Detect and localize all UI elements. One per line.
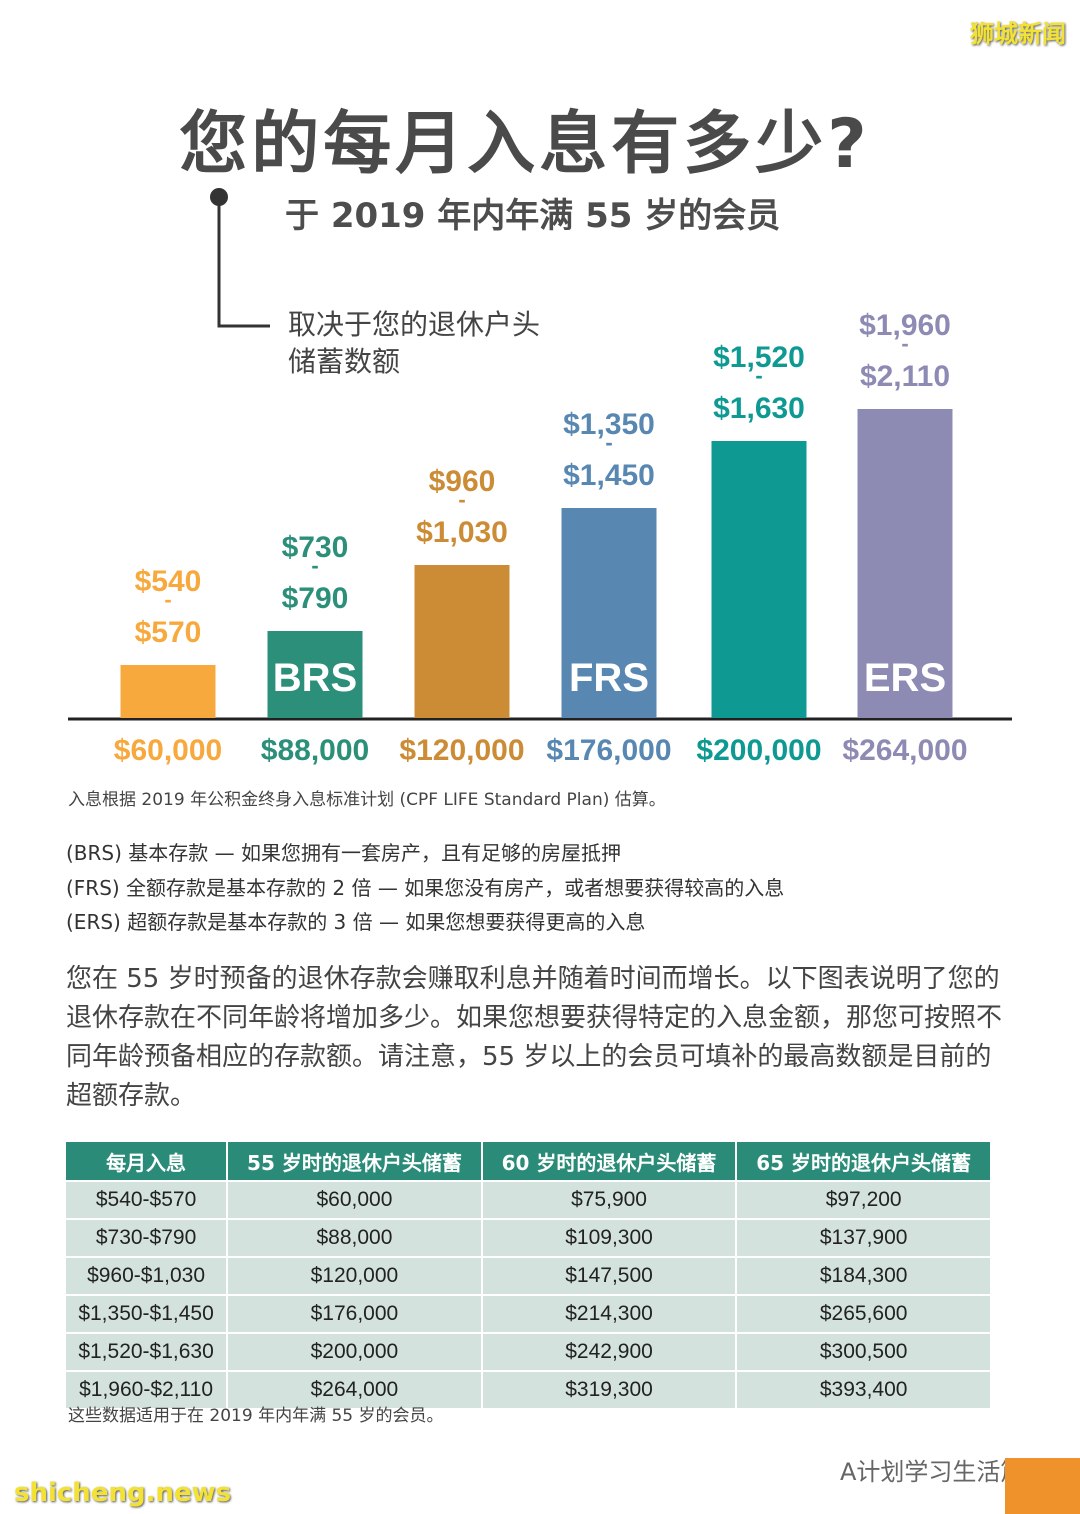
table-cell: $265,600 [736,1294,992,1333]
callout-line [217,197,270,328]
chart-decor [68,188,1012,721]
bar [267,631,363,718]
callout-line-2: 储蓄数额 [288,345,401,378]
table-row: $730-$790 $88,000 $109,300 $137,900 [66,1218,992,1257]
table-cell: $960-$1,030 [66,1256,229,1295]
income-dash: - [164,587,172,612]
table-cell: $319,300 [481,1370,738,1408]
paragraph: 您在 55 岁时预备的退休存款会赚取利息并随着时间而增长。以下图表说明了您的退休… [66,964,1003,1111]
table-cell: $88,000 [227,1218,483,1257]
bar-tag: FRS [569,656,649,700]
definition: (ERS) 超额存款是基本存款的 3 倍 — 如果您想要获得更高的入息 [66,910,646,934]
income-high: $1,450 [563,459,655,492]
table-row: $1,520-$1,630 $200,000 $242,900 $300,500 [66,1332,992,1371]
table-cell: $120,000 [227,1256,483,1295]
table-cell: $300,500 [736,1332,992,1371]
table-cell: $730-$790 [66,1218,229,1257]
table: 每月入息 55 岁时的退休户头储蓄 60 岁时的退休户头储蓄 65 岁时的退休户头储蓄… [66,1142,992,1408]
bar-tag: ERS [863,656,947,700]
savings-label: $88,000 [260,734,370,767]
table-cell: $60,000 [227,1180,483,1219]
table-cell: $147,500 [481,1256,738,1295]
income-dash: - [458,487,466,512]
income-low: $730 [281,531,349,564]
bar-tag: BRS [272,656,358,700]
table-cell: $200,000 [227,1332,483,1371]
bars [120,409,953,718]
column-header: 每月入息 [66,1142,229,1181]
table-cell: $109,300 [481,1218,738,1257]
bar [414,565,510,718]
table-row: $960-$1,030 $120,000 $147,500 $184,300 [66,1256,992,1295]
income-high: $2,110 [859,360,951,393]
definition: (BRS) 基本存款 — 如果您拥有一套房产，且有足够的房屋抵押 [66,841,621,865]
table-cell: $1,520-$1,630 [66,1332,229,1371]
table-body: $540-$570 $60,000 $75,900 $97,200 $730-$790 $… [66,1180,992,1408]
table-header: 每月入息 55 岁时的退休户头储蓄 60 岁时的退休户头储蓄 65 岁时的退休户头储蓄 [66,1142,992,1181]
watermark: shicheng.news [14,1478,232,1508]
table-cell: $540-$570 [66,1180,229,1219]
table-cell: $264,000 [227,1370,483,1408]
column-header: 55 岁时的退休户头储蓄 [227,1142,483,1181]
table-cell: $1,960-$2,110 [66,1370,229,1408]
income-high: $1,630 [713,392,805,425]
income-low: $960 [428,465,496,498]
table-cell: $214,300 [481,1294,738,1333]
table-cell: $176,000 [227,1294,483,1333]
income-high: $1,030 [416,516,508,549]
table-row: $540-$570 $60,000 $75,900 $97,200 [66,1180,992,1219]
chart-note: 入息根据 2019 年公积金终身入息标准计划 (CPF LIFE Standar… [68,790,666,810]
corner-block [1005,1458,1080,1514]
income-low: $540 [134,565,202,598]
table-row: $1,350-$1,450 $176,000 $214,300 $265,600 [66,1294,992,1333]
income-dash: - [311,553,319,578]
income-dash: - [901,331,909,356]
definition: (FRS) 全额存款是基本存款的 2 倍 — 如果您没有房产，或者想要获得较高的… [66,876,785,900]
savings-label: $200,000 [696,734,822,767]
income-dash: - [755,363,763,388]
income-high: $570 [134,616,202,649]
table-note: 这些数据适用于在 2019 年内年满 55 岁的会员。 [68,1406,444,1426]
income-dash: - [605,430,613,455]
income-low: $1,350 [563,408,655,441]
table-cell: $137,900 [736,1218,992,1257]
income-low: $1,960 [859,309,951,342]
bar [857,409,953,718]
income-high: $790 [281,582,349,615]
column-header: 65 岁时的退休户头储蓄 [736,1142,992,1181]
watermark: 狮城新闻 [970,20,1066,48]
subtitle: 于 2019 年内年满 55 岁的会员 [285,196,781,236]
savings-label: $176,000 [546,734,672,767]
income-low: $1,520 [713,341,805,374]
callout-line-1: 取决于您的退休户头 [288,308,541,341]
bar [120,665,216,718]
savings-label: $264,000 [842,734,968,767]
bar [561,508,657,718]
savings-label: $120,000 [399,734,525,767]
table-cell: $1,350-$1,450 [66,1294,229,1333]
table-cell: $393,400 [736,1370,992,1408]
watermark: A计划学习生活篇 [840,1458,1025,1486]
bar [711,441,807,718]
table-row: $1,960-$2,110 $264,000 $319,300 $393,400 [66,1370,992,1408]
title: 您的每月入息有多少? [179,105,871,184]
table-cell: $97,200 [736,1180,992,1219]
savings-label: $60,000 [113,734,223,767]
table-cell: $75,900 [481,1180,738,1219]
column-header: 60 岁时的退休户头储蓄 [481,1142,738,1181]
table-cell: $242,900 [481,1332,738,1371]
table-cell: $184,300 [736,1256,992,1295]
